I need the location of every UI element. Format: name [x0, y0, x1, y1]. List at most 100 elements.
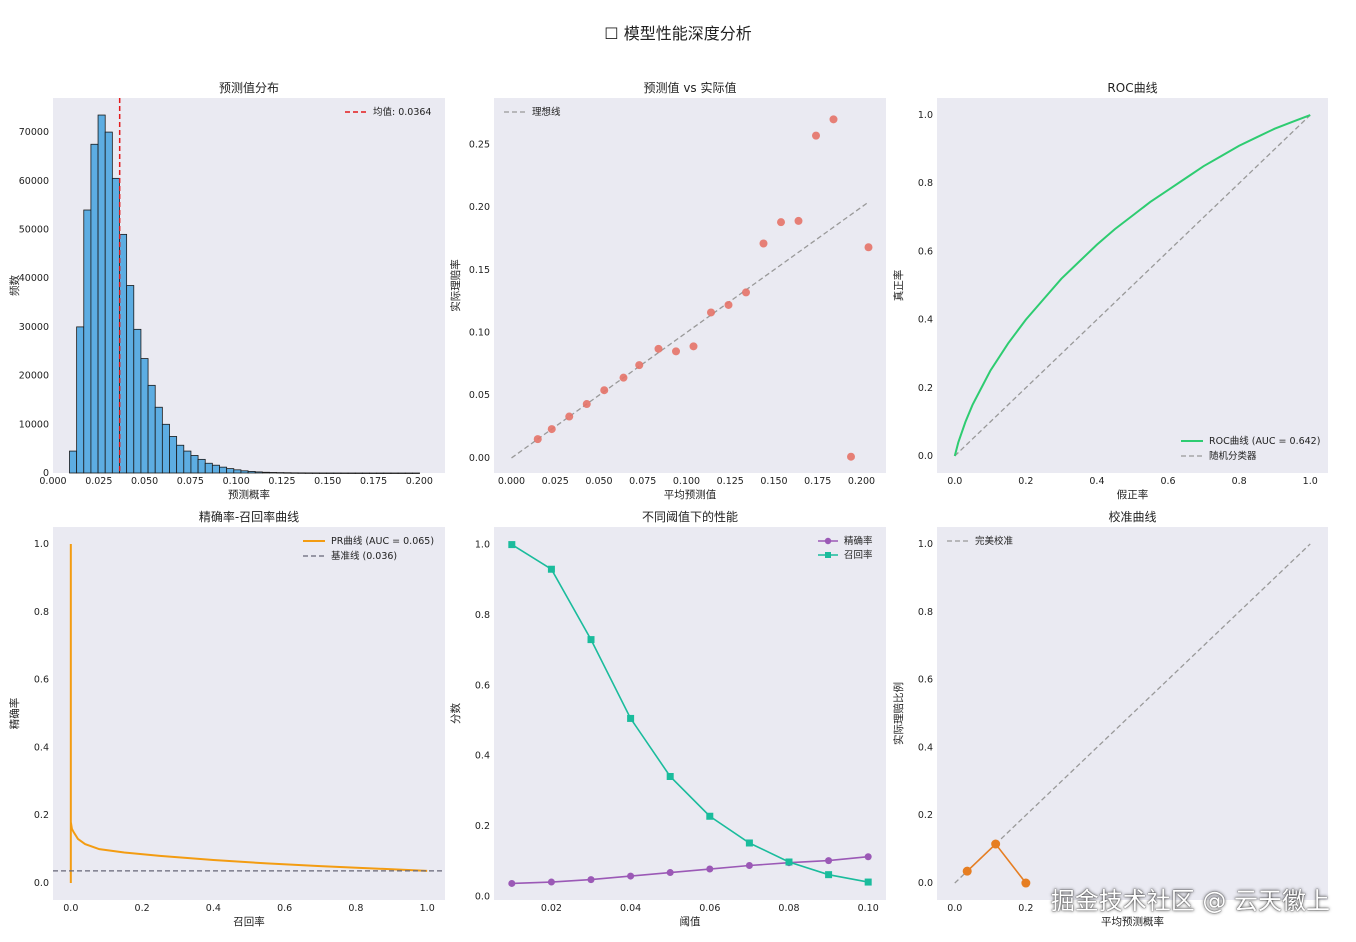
histogram-bar [333, 472, 342, 474]
histogram-bar [319, 472, 328, 474]
x-tick-label: 0.150 [760, 476, 787, 487]
subplot-title: 预测值 vs 实际值 [644, 80, 737, 95]
y-tick-label: 0.15 [469, 265, 490, 276]
y-tick-label: 0.2 [34, 810, 49, 821]
figure-suptitle: ☐ 模型性能深度分析 [604, 24, 752, 43]
recall-marker [547, 565, 555, 573]
x-tick-label: 0.2 [135, 903, 150, 914]
scatter-point [547, 425, 556, 434]
x-tick-label: 0.6 [277, 903, 292, 914]
roc-curve [953, 114, 1311, 457]
y-tick-label: 0.8 [475, 610, 490, 621]
x-tick-label: 0.075 [177, 476, 204, 487]
y-tick-label: 0.8 [34, 607, 49, 618]
y-tick-label: 30000 [19, 322, 49, 333]
histogram-bar [133, 328, 142, 474]
scatter-point [565, 412, 574, 421]
x-tick-label: 0.050 [585, 476, 612, 487]
histogram-bar [219, 466, 228, 474]
y-tick-label: 0.0 [918, 878, 933, 889]
histogram-bar [169, 436, 178, 474]
scatter-point [619, 373, 628, 382]
histogram-bar [97, 114, 106, 474]
legend-label: 随机分类器 [1209, 450, 1257, 462]
y-tick-label: 0.25 [469, 139, 490, 150]
scatter-point [654, 344, 663, 353]
scatter-point [689, 342, 698, 351]
x-tick-label: 0.150 [314, 476, 341, 487]
recall-marker [825, 871, 833, 879]
y-tick-label: 1.0 [918, 110, 933, 121]
y-tick-label: 1.0 [918, 539, 933, 550]
precision-marker [745, 862, 753, 870]
histogram-bar [190, 455, 199, 474]
x-tick-label: 0.050 [131, 476, 158, 487]
scatter-point [777, 218, 785, 227]
x-tick-label: 0.025 [85, 476, 112, 487]
y-tick-label: 0.00 [469, 453, 490, 464]
x-axis-label: 召回率 [233, 915, 265, 928]
histogram-bar [304, 472, 313, 474]
histogram-bar [376, 472, 385, 474]
series-line-precision [511, 855, 869, 885]
scatter-point [582, 400, 591, 409]
x-axis-label: 假正率 [1117, 488, 1149, 501]
y-tick-label: 0.2 [918, 383, 933, 394]
legend-label: 完美校准 [975, 535, 1014, 547]
y-tick-label: 60000 [19, 176, 49, 187]
x-tick-label: 0.100 [673, 476, 700, 487]
scatter-point [600, 386, 609, 395]
x-tick-label: 0.8 [1232, 476, 1247, 487]
histogram-bar [233, 469, 242, 474]
histogram-bar [119, 233, 128, 474]
x-axis-label: 平均预测值 [664, 488, 717, 501]
y-tick-label: 1.0 [34, 539, 49, 550]
precision-marker [825, 857, 833, 865]
histogram-bar [297, 472, 306, 474]
precision-marker [706, 865, 714, 873]
precision-marker [508, 879, 516, 887]
scatter-point [759, 239, 768, 248]
histogram-bar [254, 471, 263, 474]
x-tick-label: 0.4 [1089, 476, 1104, 487]
scatter-point [533, 435, 542, 444]
x-tick-label: 0.8 [348, 903, 363, 914]
y-axis-label: 频数 [8, 275, 21, 296]
recall-marker [864, 878, 872, 886]
histogram-bar [226, 468, 235, 474]
legend-marker [825, 552, 831, 558]
y-tick-label: 0.0 [475, 891, 490, 902]
histogram-bar [290, 472, 299, 474]
y-tick-label: 40000 [19, 273, 49, 284]
y-tick-label: 0.2 [918, 810, 933, 821]
recall-marker [745, 839, 753, 847]
histogram-bar [211, 464, 220, 474]
x-tick-label: 0.08 [778, 903, 799, 914]
histogram-bar [354, 472, 363, 474]
histogram-bar [261, 471, 270, 474]
y-tick-label: 0.10 [469, 328, 490, 339]
histogram-bar [369, 472, 378, 474]
x-tick-label: 0.125 [268, 476, 295, 487]
random-classifier-line [954, 114, 1311, 457]
y-tick-label: 0 [43, 468, 49, 479]
precision-marker [587, 876, 595, 884]
precision-marker [666, 869, 674, 877]
x-tick-label: 0.000 [498, 476, 525, 487]
y-tick-label: 0.0 [918, 451, 933, 462]
x-tick-label: 1.0 [420, 903, 435, 914]
scatter-point [672, 347, 680, 356]
x-tick-label: 0.0 [947, 903, 962, 914]
scatter-point [864, 243, 873, 252]
recall-marker [508, 541, 516, 549]
y-tick-label: 0.4 [918, 742, 933, 753]
legend-marker [824, 537, 832, 545]
histogram-bar [390, 472, 399, 474]
subplot-title: 预测值分布 [219, 80, 279, 95]
legend-label: ROC曲线 (AUC = 0.642) [1209, 435, 1320, 447]
